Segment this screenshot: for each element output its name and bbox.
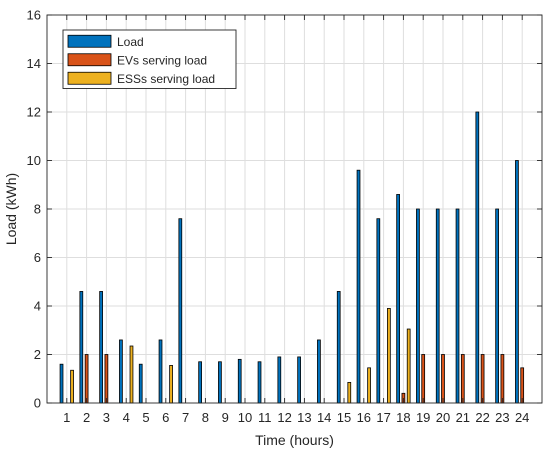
bar-load-14 xyxy=(317,339,321,404)
legend-label: Load xyxy=(117,35,144,49)
bar-esss-serving-load-18 xyxy=(406,328,411,404)
bar-load-23 xyxy=(495,208,499,404)
x-tick-label: 12 xyxy=(277,410,291,425)
bar-load-16 xyxy=(356,169,361,404)
bar-load-24 xyxy=(515,160,519,404)
bar-load-15 xyxy=(336,291,341,404)
bar-load-5 xyxy=(138,363,143,404)
bar-load-3 xyxy=(99,291,103,404)
y-tick-label: 0 xyxy=(34,396,41,411)
x-tick-label: 18 xyxy=(396,410,410,425)
x-tick-label: 9 xyxy=(222,410,229,425)
x-tick-label: 19 xyxy=(416,410,430,425)
y-axis-title: Load (kWh) xyxy=(3,173,19,245)
legend-swatch xyxy=(67,53,112,67)
bar-evs-serving-load-23 xyxy=(500,354,505,404)
x-tick-label: 15 xyxy=(337,410,351,425)
bar-load-9 xyxy=(218,361,222,404)
bar-load-22 xyxy=(475,111,480,404)
y-tick-label: 14 xyxy=(27,56,41,71)
bar-load-2 xyxy=(79,291,84,404)
bar-load-17 xyxy=(376,218,381,404)
bar-load-7 xyxy=(178,218,183,404)
bar-load-8 xyxy=(198,361,202,404)
y-tick-label: 16 xyxy=(27,8,41,23)
x-tick-label: 17 xyxy=(376,410,390,425)
bar-load-21 xyxy=(455,208,460,404)
bar-esss-serving-load-6 xyxy=(169,365,173,404)
x-tick-label: 23 xyxy=(495,410,509,425)
legend-label: ESSs serving load xyxy=(117,72,215,86)
bar-evs-serving-load-21 xyxy=(460,354,465,404)
bar-load-12 xyxy=(277,356,282,404)
x-tick-label: 6 xyxy=(162,410,169,425)
x-tick-label: 5 xyxy=(142,410,149,425)
bar-evs-serving-load-24 xyxy=(520,367,525,404)
bar-esss-serving-load-17 xyxy=(387,308,391,404)
y-tick-label: 6 xyxy=(34,250,41,265)
bar-load-11 xyxy=(257,361,262,404)
x-tick-label: 10 xyxy=(238,410,252,425)
bar-load-6 xyxy=(158,339,163,404)
x-tick-label: 13 xyxy=(297,410,311,425)
legend-swatch xyxy=(67,34,112,48)
bar-evs-serving-load-2 xyxy=(84,354,89,404)
x-tick-label: 4 xyxy=(123,410,130,425)
bar-evs-serving-load-3 xyxy=(104,354,109,404)
legend-swatch xyxy=(67,71,112,85)
x-tick-label: 24 xyxy=(515,410,529,425)
y-tick-label: 10 xyxy=(27,153,41,168)
bar-load-13 xyxy=(297,356,301,404)
x-tick-label: 7 xyxy=(182,410,189,425)
x-tick-label: 3 xyxy=(103,410,110,425)
bar-esss-serving-load-1 xyxy=(70,369,74,404)
x-tick-label: 8 xyxy=(202,410,209,425)
x-tick-label: 22 xyxy=(475,410,489,425)
x-tick-label: 20 xyxy=(436,410,450,425)
bar-evs-serving-load-22 xyxy=(480,354,485,404)
bar-evs-serving-load-20 xyxy=(441,354,445,404)
x-tick-label: 11 xyxy=(258,410,272,425)
bar-evs-serving-load-19 xyxy=(421,354,426,404)
bar-esss-serving-load-4 xyxy=(129,345,134,404)
x-tick-label: 2 xyxy=(83,410,90,425)
bar-esss-serving-load-16 xyxy=(367,367,371,404)
bar-load-4 xyxy=(119,339,123,404)
x-axis-title: Time (hours) xyxy=(255,432,334,448)
x-tick-label: 16 xyxy=(357,410,371,425)
bar-load-1 xyxy=(59,363,64,404)
x-tick-label: 21 xyxy=(456,410,470,425)
x-tick-label: 1 xyxy=(63,410,70,425)
bar-load-20 xyxy=(435,208,440,404)
y-tick-label: 12 xyxy=(27,105,41,120)
bar-esss-serving-load-15 xyxy=(347,381,352,404)
y-tick-label: 4 xyxy=(34,299,41,314)
y-tick-label: 8 xyxy=(34,202,41,217)
legend-label: EVs serving load xyxy=(117,53,207,67)
legend: Load EVs serving load ESSs serving load xyxy=(62,29,237,89)
bar-load-18 xyxy=(396,194,400,404)
bar-load-10 xyxy=(237,358,242,404)
y-tick-label: 2 xyxy=(34,347,41,362)
x-tick-label: 14 xyxy=(317,410,331,425)
bar-load-19 xyxy=(416,208,420,404)
